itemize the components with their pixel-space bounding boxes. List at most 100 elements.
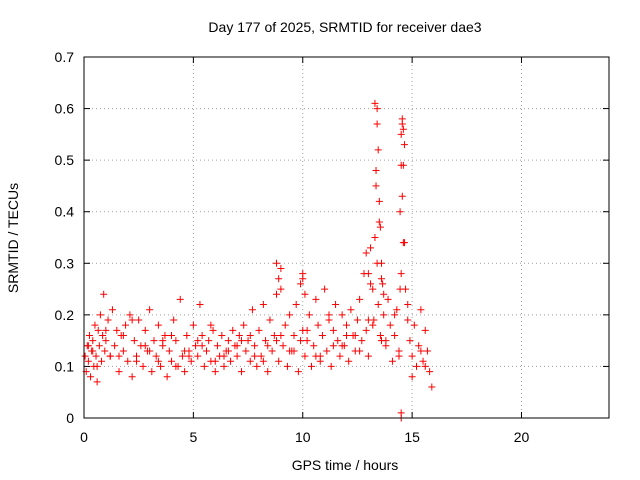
data-point: [399, 239, 407, 247]
data-point: [372, 182, 380, 190]
y-tick-label: 0.5: [55, 152, 75, 168]
x-axis-label: GPS time / hours: [292, 457, 399, 473]
data-point: [146, 306, 154, 314]
data-point: [398, 192, 406, 200]
data-point: [205, 337, 213, 345]
data-point: [364, 270, 372, 278]
data-point: [275, 357, 283, 365]
data-point: [84, 357, 92, 365]
data-point: [371, 99, 379, 107]
data-point: [224, 347, 232, 355]
data-point: [410, 321, 418, 329]
data-point: [211, 357, 219, 365]
data-point: [257, 352, 265, 360]
data-point: [417, 347, 425, 355]
data-point: [329, 342, 337, 350]
data-point: [367, 244, 375, 252]
chart-title: Day 177 of 2025, SRMTID for receiver dae…: [208, 19, 481, 35]
data-point: [185, 352, 193, 360]
data-point: [419, 357, 427, 365]
data-point: [277, 264, 285, 272]
data-point: [310, 342, 318, 350]
x-tick-label: 15: [404, 429, 420, 445]
data-point: [277, 285, 285, 293]
data-point: [338, 342, 346, 350]
data-point: [384, 295, 392, 303]
data-point: [238, 368, 245, 376]
data-point: [163, 373, 171, 381]
data-point: [323, 347, 331, 355]
data-point: [119, 331, 127, 339]
data-point: [85, 331, 93, 339]
data-point: [128, 316, 136, 324]
data-point: [108, 306, 116, 314]
data-point: [229, 326, 237, 334]
data-point: [314, 321, 322, 329]
data-point: [343, 331, 350, 339]
data-point: [297, 337, 305, 345]
data-point: [126, 311, 134, 319]
data-point: [376, 331, 384, 339]
data-point: [196, 301, 204, 309]
data-point: [375, 197, 383, 205]
data-point: [426, 368, 434, 376]
data-point: [299, 270, 307, 278]
data-point: [364, 316, 372, 324]
data-point: [176, 295, 184, 303]
data-point: [406, 337, 414, 345]
data-point: [89, 337, 97, 345]
data-point: [94, 326, 102, 334]
data-point: [290, 331, 298, 339]
data-point: [334, 337, 342, 345]
data-point: [358, 337, 366, 345]
data-point: [93, 362, 101, 370]
data-point: [106, 352, 114, 360]
data-point: [130, 337, 138, 345]
data-point: [262, 337, 270, 345]
data-point: [172, 337, 180, 345]
data-point: [391, 311, 399, 319]
data-point: [92, 352, 100, 360]
data-point: [203, 347, 210, 355]
y-tick-label: 0.4: [55, 204, 75, 220]
data-point: [128, 373, 136, 381]
data-point: [398, 115, 406, 123]
data-point: [165, 347, 173, 355]
data-point: [369, 321, 377, 329]
data-point: [321, 285, 329, 293]
data-point: [98, 357, 105, 365]
data-point: [294, 368, 302, 376]
data-point: [213, 342, 221, 350]
data-point: [393, 306, 401, 314]
data-point: [373, 105, 381, 113]
data-point: [220, 352, 228, 360]
data-point: [89, 347, 97, 355]
data-point: [367, 280, 375, 288]
data-point: [113, 326, 121, 334]
data-point: [154, 357, 162, 365]
data-point: [233, 352, 241, 360]
data-point: [345, 357, 353, 365]
data-point: [242, 347, 250, 355]
data-point: [139, 362, 147, 370]
grid-lines: [84, 57, 609, 418]
data-point: [96, 311, 104, 319]
data-point: [141, 342, 149, 350]
data-point: [379, 280, 387, 288]
data-point: [198, 342, 206, 350]
data-point: [273, 337, 280, 345]
data-point: [218, 331, 226, 339]
data-point: [397, 270, 405, 278]
data-point: [104, 316, 112, 324]
data-point: [386, 321, 394, 329]
data-point: [161, 331, 169, 339]
y-tick-label: 0: [66, 410, 74, 426]
data-point: [281, 321, 289, 329]
data-point: [396, 208, 404, 216]
x-tick-label: 0: [80, 429, 88, 445]
data-point: [115, 352, 123, 360]
data-point: [194, 337, 202, 345]
data-point: [159, 337, 167, 345]
data-point: [224, 337, 232, 345]
data-point: [417, 306, 425, 314]
